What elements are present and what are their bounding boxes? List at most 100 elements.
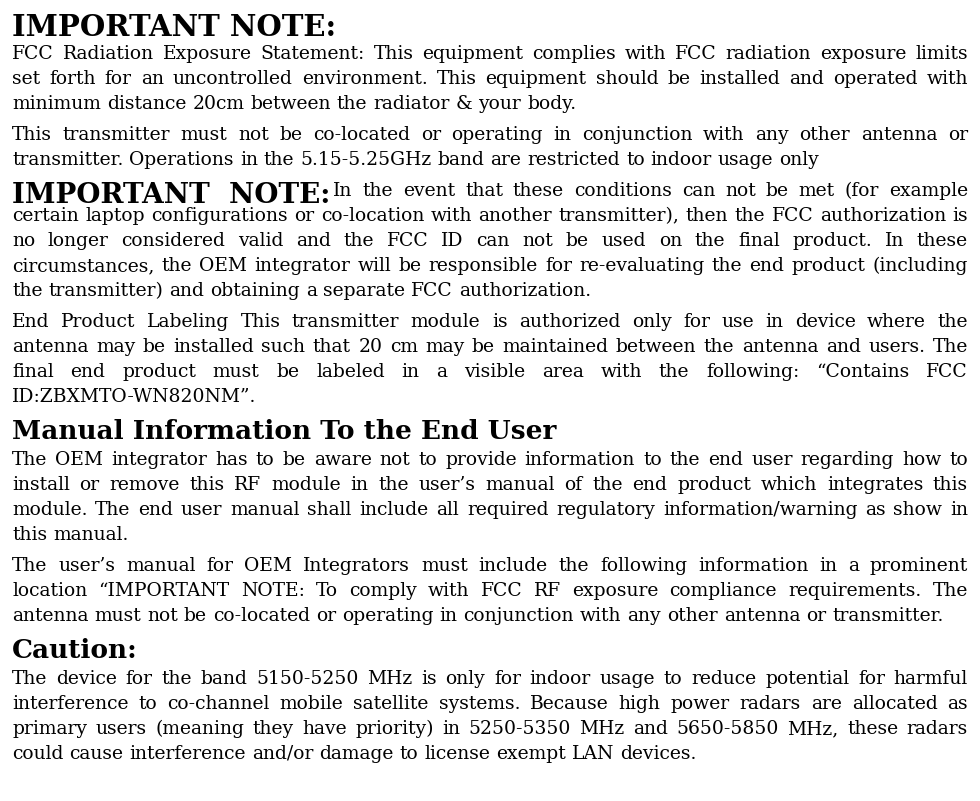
Text: not: not	[147, 607, 178, 625]
Text: this: this	[12, 526, 47, 544]
Text: In: In	[333, 182, 353, 200]
Text: shall: shall	[308, 501, 352, 519]
Text: aware: aware	[314, 451, 371, 469]
Text: This: This	[373, 45, 414, 63]
Text: how: how	[902, 451, 941, 469]
Text: remove: remove	[110, 476, 179, 494]
Text: operated: operated	[833, 70, 917, 88]
Text: mobile: mobile	[279, 695, 343, 713]
Text: FCC: FCC	[411, 282, 453, 300]
Text: is: is	[953, 207, 968, 225]
Text: co-location: co-location	[320, 207, 424, 225]
Text: conjunction: conjunction	[582, 126, 693, 144]
Text: allocated: allocated	[852, 695, 938, 713]
Text: of: of	[564, 476, 582, 494]
Text: in: in	[442, 720, 461, 738]
Text: co-located: co-located	[313, 126, 410, 144]
Text: information: information	[698, 557, 808, 575]
Text: damage: damage	[319, 745, 394, 763]
Text: IMPORTANT  NOTE:: IMPORTANT NOTE:	[12, 182, 330, 209]
Text: antenna: antenna	[860, 126, 937, 144]
Text: and: and	[789, 70, 824, 88]
Text: be: be	[472, 338, 495, 356]
Text: only: only	[779, 151, 819, 169]
Text: the: the	[592, 476, 622, 494]
Text: 5250-5350: 5250-5350	[468, 720, 571, 738]
Text: visible: visible	[465, 363, 525, 381]
Text: regulatory: regulatory	[557, 501, 655, 519]
Text: include: include	[360, 501, 428, 519]
Text: operating: operating	[342, 607, 433, 625]
Text: the: the	[12, 282, 42, 300]
Text: minimum: minimum	[12, 95, 101, 113]
Text: following:: following:	[707, 363, 800, 381]
Text: information/warning: information/warning	[662, 501, 858, 519]
Text: between: between	[250, 95, 330, 113]
Text: radiator: radiator	[373, 95, 450, 113]
Text: must: must	[421, 557, 467, 575]
Text: the: the	[704, 338, 734, 356]
Text: transmitter.: transmitter.	[832, 607, 944, 625]
Text: must: must	[213, 363, 260, 381]
Text: The: The	[95, 501, 130, 519]
Text: integrates: integrates	[827, 476, 923, 494]
Text: device: device	[56, 670, 117, 688]
Text: Manual Information To the End User: Manual Information To the End User	[12, 419, 557, 444]
Text: installed: installed	[700, 70, 780, 88]
Text: could: could	[12, 745, 64, 763]
Text: OEM: OEM	[244, 557, 292, 575]
Text: FCC: FCC	[12, 45, 54, 63]
Text: following: following	[600, 557, 687, 575]
Text: module.: module.	[12, 501, 87, 519]
Text: Product: Product	[61, 313, 135, 331]
Text: this: this	[189, 476, 224, 494]
Text: This: This	[12, 126, 52, 144]
Text: for: for	[858, 670, 885, 688]
Text: then: then	[686, 207, 728, 225]
Text: co-located: co-located	[213, 607, 310, 625]
Text: all: all	[436, 501, 460, 519]
Text: the: the	[337, 95, 368, 113]
Text: FCC: FCC	[926, 363, 968, 381]
Text: as: as	[865, 501, 886, 519]
Text: with: with	[625, 45, 666, 63]
Text: between: between	[615, 338, 697, 356]
Text: product: product	[792, 257, 865, 275]
Text: and: and	[633, 720, 668, 738]
Text: configurations: configurations	[151, 207, 288, 225]
Text: requirements.: requirements.	[788, 582, 921, 600]
Text: exposure: exposure	[820, 45, 907, 63]
Text: set: set	[12, 70, 40, 88]
Text: uncontrolled: uncontrolled	[172, 70, 293, 88]
Text: complies: complies	[532, 45, 616, 63]
Text: MHz: MHz	[368, 670, 413, 688]
Text: “Contains: “Contains	[816, 363, 909, 381]
Text: transmitter): transmitter)	[48, 282, 164, 300]
Text: be: be	[276, 363, 299, 381]
Text: OEM: OEM	[199, 257, 247, 275]
Text: is: is	[421, 670, 437, 688]
Text: end: end	[138, 501, 173, 519]
Text: to: to	[418, 451, 437, 469]
Text: satellite: satellite	[353, 695, 428, 713]
Text: a: a	[306, 282, 317, 300]
Text: event: event	[403, 182, 455, 200]
Text: the: the	[659, 363, 689, 381]
Text: will: will	[358, 257, 391, 275]
Text: systems.: systems.	[438, 695, 520, 713]
Text: in: in	[819, 557, 837, 575]
Text: to: to	[138, 695, 157, 713]
Text: &: &	[456, 95, 472, 113]
Text: band: band	[201, 670, 248, 688]
Text: maintained: maintained	[503, 338, 609, 356]
Text: labeled: labeled	[317, 363, 385, 381]
Text: license: license	[424, 745, 490, 763]
Text: or: or	[807, 607, 826, 625]
Text: This: This	[436, 70, 476, 88]
Text: The: The	[933, 338, 968, 356]
Text: MHz,: MHz,	[787, 720, 839, 738]
Text: 20: 20	[359, 338, 382, 356]
Text: FCC: FCC	[387, 232, 428, 250]
Text: your: your	[478, 95, 521, 113]
Text: transmitter: transmitter	[63, 126, 171, 144]
